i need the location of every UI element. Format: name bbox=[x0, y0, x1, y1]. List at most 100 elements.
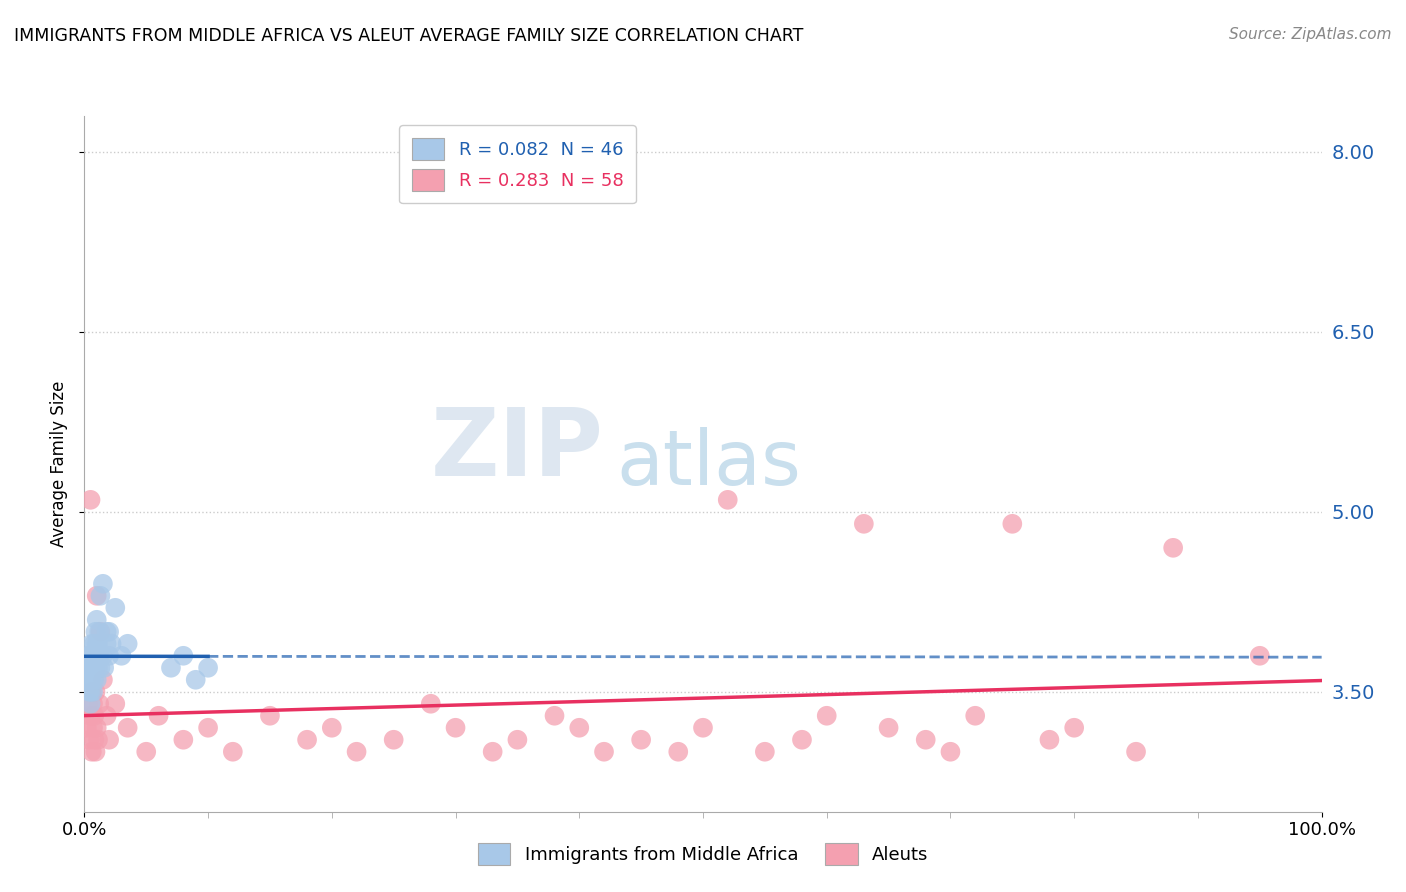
Point bbox=[82, 697, 104, 711]
Point bbox=[321, 721, 343, 735]
Point bbox=[104, 600, 127, 615]
Point bbox=[82, 721, 104, 735]
Point bbox=[815, 708, 838, 723]
Point bbox=[83, 648, 105, 663]
Point bbox=[89, 624, 111, 639]
Point bbox=[197, 721, 219, 735]
Point bbox=[79, 492, 101, 507]
Point bbox=[914, 732, 936, 747]
Point bbox=[80, 661, 103, 675]
Point bbox=[79, 732, 101, 747]
Point bbox=[89, 697, 111, 711]
Point bbox=[135, 745, 157, 759]
Point bbox=[87, 732, 110, 747]
Point bbox=[80, 685, 103, 699]
Point bbox=[91, 648, 114, 663]
Point bbox=[98, 732, 121, 747]
Point bbox=[93, 661, 115, 675]
Point bbox=[717, 492, 740, 507]
Point bbox=[346, 745, 368, 759]
Point bbox=[98, 648, 121, 663]
Point bbox=[77, 648, 100, 663]
Point bbox=[86, 673, 108, 687]
Point bbox=[96, 637, 118, 651]
Point bbox=[1001, 516, 1024, 531]
Point bbox=[117, 637, 139, 651]
Text: ZIP: ZIP bbox=[432, 404, 605, 496]
Point bbox=[96, 708, 118, 723]
Y-axis label: Average Family Size: Average Family Size bbox=[51, 381, 69, 547]
Point bbox=[172, 732, 194, 747]
Point bbox=[91, 576, 114, 591]
Point bbox=[89, 624, 111, 639]
Point bbox=[80, 745, 103, 759]
Point bbox=[84, 745, 107, 759]
Point bbox=[754, 745, 776, 759]
Point bbox=[1161, 541, 1184, 555]
Point bbox=[444, 721, 467, 735]
Point bbox=[481, 745, 503, 759]
Point bbox=[89, 661, 111, 675]
Point bbox=[82, 661, 104, 675]
Point bbox=[100, 637, 122, 651]
Point bbox=[77, 697, 100, 711]
Point bbox=[80, 673, 103, 687]
Point bbox=[83, 673, 105, 687]
Point bbox=[965, 708, 987, 723]
Point bbox=[86, 721, 108, 735]
Point bbox=[419, 697, 441, 711]
Point bbox=[84, 624, 107, 639]
Point bbox=[79, 648, 101, 663]
Text: IMMIGRANTS FROM MIDDLE AFRICA VS ALEUT AVERAGE FAMILY SIZE CORRELATION CHART: IMMIGRANTS FROM MIDDLE AFRICA VS ALEUT A… bbox=[14, 27, 803, 45]
Point bbox=[86, 589, 108, 603]
Point bbox=[84, 661, 107, 675]
Point bbox=[83, 732, 105, 747]
Point bbox=[295, 732, 318, 747]
Point bbox=[83, 637, 105, 651]
Text: Source: ZipAtlas.com: Source: ZipAtlas.com bbox=[1229, 27, 1392, 42]
Point bbox=[568, 721, 591, 735]
Point bbox=[80, 637, 103, 651]
Point bbox=[110, 648, 132, 663]
Point bbox=[222, 745, 245, 759]
Point bbox=[84, 648, 107, 663]
Point bbox=[104, 697, 127, 711]
Point bbox=[877, 721, 900, 735]
Point bbox=[89, 589, 111, 603]
Point bbox=[79, 673, 101, 687]
Point bbox=[172, 648, 194, 663]
Point bbox=[98, 624, 121, 639]
Point bbox=[506, 732, 529, 747]
Point bbox=[148, 708, 170, 723]
Point bbox=[1038, 732, 1060, 747]
Point bbox=[87, 661, 110, 675]
Point bbox=[79, 708, 101, 723]
Point bbox=[84, 685, 107, 699]
Point bbox=[160, 661, 183, 675]
Point bbox=[89, 648, 111, 663]
Point bbox=[87, 637, 110, 651]
Point bbox=[197, 661, 219, 675]
Point bbox=[76, 721, 98, 735]
Point bbox=[79, 661, 101, 675]
Point bbox=[86, 648, 108, 663]
Legend: Immigrants from Middle Africa, Aleuts: Immigrants from Middle Africa, Aleuts bbox=[471, 836, 935, 872]
Point bbox=[259, 708, 281, 723]
Point bbox=[82, 648, 104, 663]
Point bbox=[79, 697, 101, 711]
Point bbox=[76, 661, 98, 675]
Point bbox=[82, 685, 104, 699]
Point bbox=[852, 516, 875, 531]
Point bbox=[1249, 648, 1271, 663]
Point bbox=[77, 673, 100, 687]
Text: atlas: atlas bbox=[616, 427, 801, 500]
Point bbox=[1063, 721, 1085, 735]
Point bbox=[593, 745, 616, 759]
Point bbox=[692, 721, 714, 735]
Point bbox=[79, 685, 101, 699]
Point bbox=[382, 732, 405, 747]
Point bbox=[790, 732, 813, 747]
Point bbox=[117, 721, 139, 735]
Point bbox=[86, 637, 108, 651]
Point bbox=[96, 624, 118, 639]
